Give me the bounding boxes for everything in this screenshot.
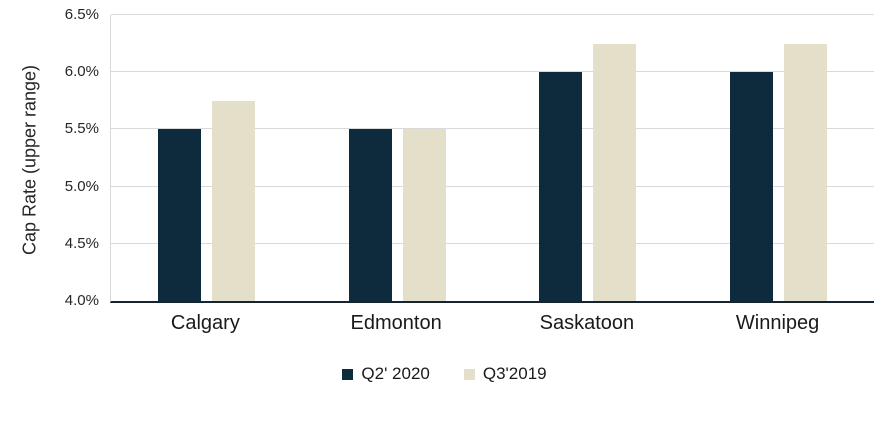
bar <box>539 72 583 301</box>
gridline <box>111 71 874 73</box>
bar <box>784 43 828 301</box>
legend-swatch-icon <box>342 368 354 380</box>
y-axis-tick-label: 5.0% <box>64 177 99 195</box>
x-axis-category-labels: Calgary Edmonton Saskatoon Winnipeg <box>110 312 873 335</box>
legend: Q2' 2020 Q3'2019 <box>0 364 889 384</box>
y-axis-tick-label: 6.0% <box>64 63 99 81</box>
gridline <box>111 128 874 130</box>
y-axis-tick-label: 6.5% <box>64 6 99 23</box>
bar-group-saskatoon <box>493 15 684 301</box>
bar <box>593 43 637 301</box>
bar <box>211 100 255 301</box>
bar-group-winnipeg <box>683 15 874 301</box>
bars-row <box>111 15 874 301</box>
y-axis-tick-label: 4.0% <box>64 292 99 309</box>
plot-area: 4.0% 4.5% 5.0% 5.5% 6.0% 6.5% <box>65 6 874 309</box>
category-label: Edmonton <box>350 312 442 334</box>
legend-swatch-icon <box>463 368 475 380</box>
legend-item: Q3'2019 <box>463 364 547 384</box>
bar-group-calgary <box>111 15 302 301</box>
legend-item: Q2' 2020 <box>342 364 430 384</box>
gridline <box>111 14 874 15</box>
legend-label: Q2' 2020 <box>361 364 430 383</box>
category-label: Saskatoon <box>539 312 635 334</box>
gridline <box>111 242 874 244</box>
category-label: Winnipeg <box>735 312 820 334</box>
y-axis-tick-label: 4.5% <box>64 234 99 252</box>
y-axis-title: Cap Rate (upper range) <box>19 64 40 256</box>
y-axis-tick-label: 5.5% <box>64 120 99 138</box>
bar <box>402 129 446 301</box>
bar <box>730 72 774 301</box>
bar <box>157 129 201 301</box>
bar-group-edmonton <box>302 15 493 301</box>
bar <box>348 129 392 301</box>
gridline <box>111 185 874 187</box>
legend-label: Q3'2019 <box>482 364 547 383</box>
category-label: Calgary <box>170 312 240 334</box>
